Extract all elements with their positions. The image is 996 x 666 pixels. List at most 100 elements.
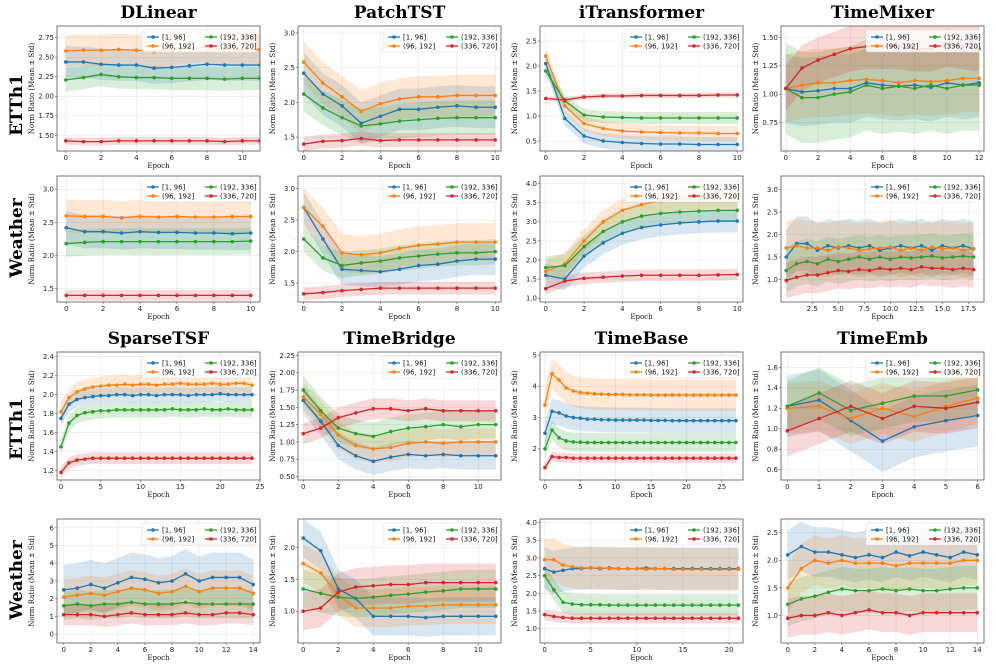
data-point: [880, 416, 885, 421]
x-tick-label: 14: [249, 646, 258, 654]
x-tick-label: 10: [611, 483, 620, 491]
data-point: [122, 456, 127, 460]
y-axis-label: Norm Ratio (Mean ± Std): [269, 42, 277, 134]
data-point: [186, 456, 191, 460]
data-point: [656, 440, 660, 445]
x-axis-label: Epoch: [871, 313, 894, 321]
data-point: [336, 415, 341, 420]
data-point: [601, 229, 605, 234]
legend-marker: [209, 44, 213, 48]
data-point: [853, 555, 858, 560]
data-point: [129, 611, 134, 615]
data-point: [799, 544, 804, 549]
legend-box: [624, 179, 740, 203]
data-point: [194, 408, 199, 412]
data-point: [697, 93, 701, 98]
data-point: [550, 409, 554, 414]
data-point: [639, 141, 644, 146]
data-point: [116, 63, 121, 67]
data-point: [628, 456, 632, 460]
y-axis-label: Norm Ratio (Mean ± Std): [752, 370, 760, 462]
legend-label: (96, 192]: [645, 536, 677, 544]
data-point: [784, 278, 789, 283]
data-point: [116, 47, 121, 52]
legend-box: [865, 522, 981, 546]
legend-marker: [875, 528, 879, 532]
data-point: [61, 595, 66, 599]
legend-label: (96, 192]: [886, 369, 918, 377]
data-point: [210, 586, 215, 590]
legend-marker: [450, 537, 454, 541]
legend-marker: [209, 370, 213, 374]
data-point: [371, 434, 376, 439]
plot-frame: [539, 175, 744, 303]
data-point: [397, 267, 402, 272]
data-point: [222, 139, 227, 144]
data-point: [441, 580, 446, 585]
data-point: [670, 418, 675, 423]
data-point: [929, 79, 933, 84]
data-point: [727, 567, 731, 572]
data-point: [162, 392, 167, 397]
data-point: [378, 251, 383, 255]
legend-box: [382, 179, 498, 203]
data-point: [561, 600, 565, 605]
data-point: [975, 610, 980, 615]
data-point: [101, 214, 105, 219]
series-line-1: [302, 537, 496, 619]
data-point: [658, 223, 663, 227]
data-point: [653, 566, 658, 571]
data-point: [321, 256, 325, 260]
data-point: [441, 409, 446, 413]
data-point: [716, 93, 720, 97]
series-line-3: [65, 73, 260, 81]
legend-label: (336, 720]: [944, 193, 981, 201]
x-tick-label: 0: [62, 646, 66, 654]
legend-label: (192, 336]: [944, 527, 981, 535]
y-tick-label: 1.75: [279, 386, 295, 394]
x-tick-label: 10: [474, 483, 483, 491]
data-point: [75, 586, 80, 590]
series-line-1: [544, 567, 739, 573]
subplot-14: 0 2 4 6 8 10 1.0 1.5 2.0 Epoch Norm Ratio (Mean ± …: [269, 518, 502, 662]
x-tick-label: 5: [99, 483, 103, 491]
data-point: [571, 440, 576, 444]
data-point: [388, 606, 393, 610]
data-point: [832, 81, 836, 85]
data-point: [406, 614, 411, 619]
data-point: [183, 584, 188, 589]
data-point: [81, 60, 86, 64]
data-point: [727, 603, 731, 607]
data-point: [561, 568, 565, 573]
data-point: [202, 382, 207, 387]
data-point: [134, 48, 139, 53]
data-point: [639, 116, 644, 120]
std-band-2: [303, 41, 496, 133]
y-axis-label: Norm Ratio (Mean ± Std): [269, 370, 277, 462]
y-tick-label: 2.2: [43, 372, 54, 380]
data-point: [698, 418, 703, 423]
data-point: [607, 566, 612, 571]
data-point: [218, 408, 222, 412]
data-point: [805, 273, 809, 277]
data-point: [585, 456, 590, 460]
legend-label: (96, 192]: [645, 193, 677, 201]
data-point: [301, 60, 306, 64]
series-line-4: [303, 408, 496, 435]
data-point: [853, 588, 858, 593]
y-tick-label: 1.4: [43, 448, 55, 456]
data-point: [552, 588, 556, 592]
legend-box: [382, 355, 498, 379]
x-tick-label: 0: [301, 483, 305, 491]
data-point: [378, 138, 383, 143]
x-tick-label: 2: [336, 483, 340, 491]
legend-label: (192, 336]: [944, 360, 981, 368]
y-tick-label: 0.75: [279, 456, 295, 464]
data-point: [867, 588, 871, 593]
data-point: [543, 403, 547, 407]
data-point: [635, 603, 639, 607]
data-point: [397, 119, 402, 123]
y-tick-label: 2.0: [526, 62, 537, 70]
data-point: [75, 397, 79, 402]
